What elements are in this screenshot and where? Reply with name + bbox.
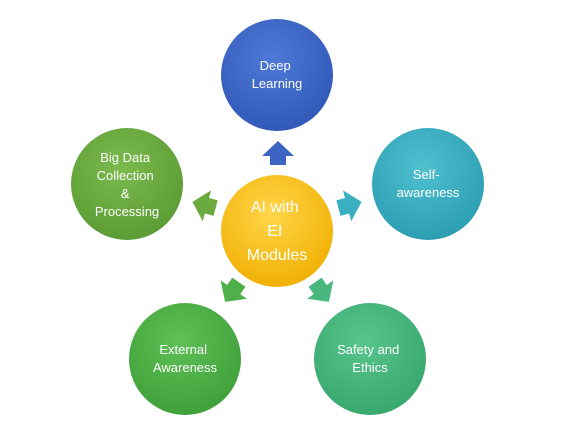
arrow-left-icon <box>192 190 218 222</box>
node-self-awareness-line-2: awareness <box>397 185 460 200</box>
node-safety-and-ethics-line-2: Ethics <box>352 360 388 375</box>
node-safety-and-ethics-line-1: Safety and <box>337 342 399 357</box>
center-line-3: Modules <box>247 247 307 264</box>
node-big-data-line-2: Collection <box>97 168 154 183</box>
node-external-awareness-line-2: Awareness <box>153 360 218 375</box>
node-big-data-line-1: Big Data <box>100 150 151 165</box>
node-safety-and-ethics: Safety and Ethics <box>314 303 426 415</box>
svg-text:External Awareness: External Awareness <box>153 342 218 375</box>
svg-text:AI with EI Modules: AI with EI Modules <box>247 199 307 264</box>
svg-text:Safety and Ethics: Safety and Ethics <box>337 342 403 375</box>
center-line-1: AI with <box>251 199 299 216</box>
svg-text:Deep Learning: Deep Learning <box>252 58 303 91</box>
node-center-ai-with-ei-modules: AI with EI Modules <box>221 175 333 287</box>
node-big-data: Big Data Collection & Processing <box>71 128 183 240</box>
node-self-awareness: Self- awareness <box>372 128 484 240</box>
arrow-down-right-icon <box>307 277 334 302</box>
arrow-up-icon <box>262 141 294 165</box>
node-external-awareness: External Awareness <box>129 303 241 415</box>
node-big-data-line-3: & <box>121 186 130 201</box>
node-deep-learning: Deep Learning <box>221 19 333 131</box>
node-deep-learning-line-1: Deep <box>260 58 291 73</box>
node-deep-learning-line-2: Learning <box>252 76 303 91</box>
svg-text:Big Data Collection: Big Data Collection & Processing <box>95 150 159 219</box>
node-external-awareness-line-1: External <box>159 342 207 357</box>
node-self-awareness-line-1: Self- <box>413 167 440 182</box>
center-line-2: EI <box>267 223 282 240</box>
node-big-data-line-4: Processing <box>95 204 159 219</box>
arrow-down-left-icon <box>220 277 247 302</box>
arrow-right-icon <box>336 190 362 222</box>
svg-text:Self- awareness: Self- awareness <box>397 167 460 200</box>
